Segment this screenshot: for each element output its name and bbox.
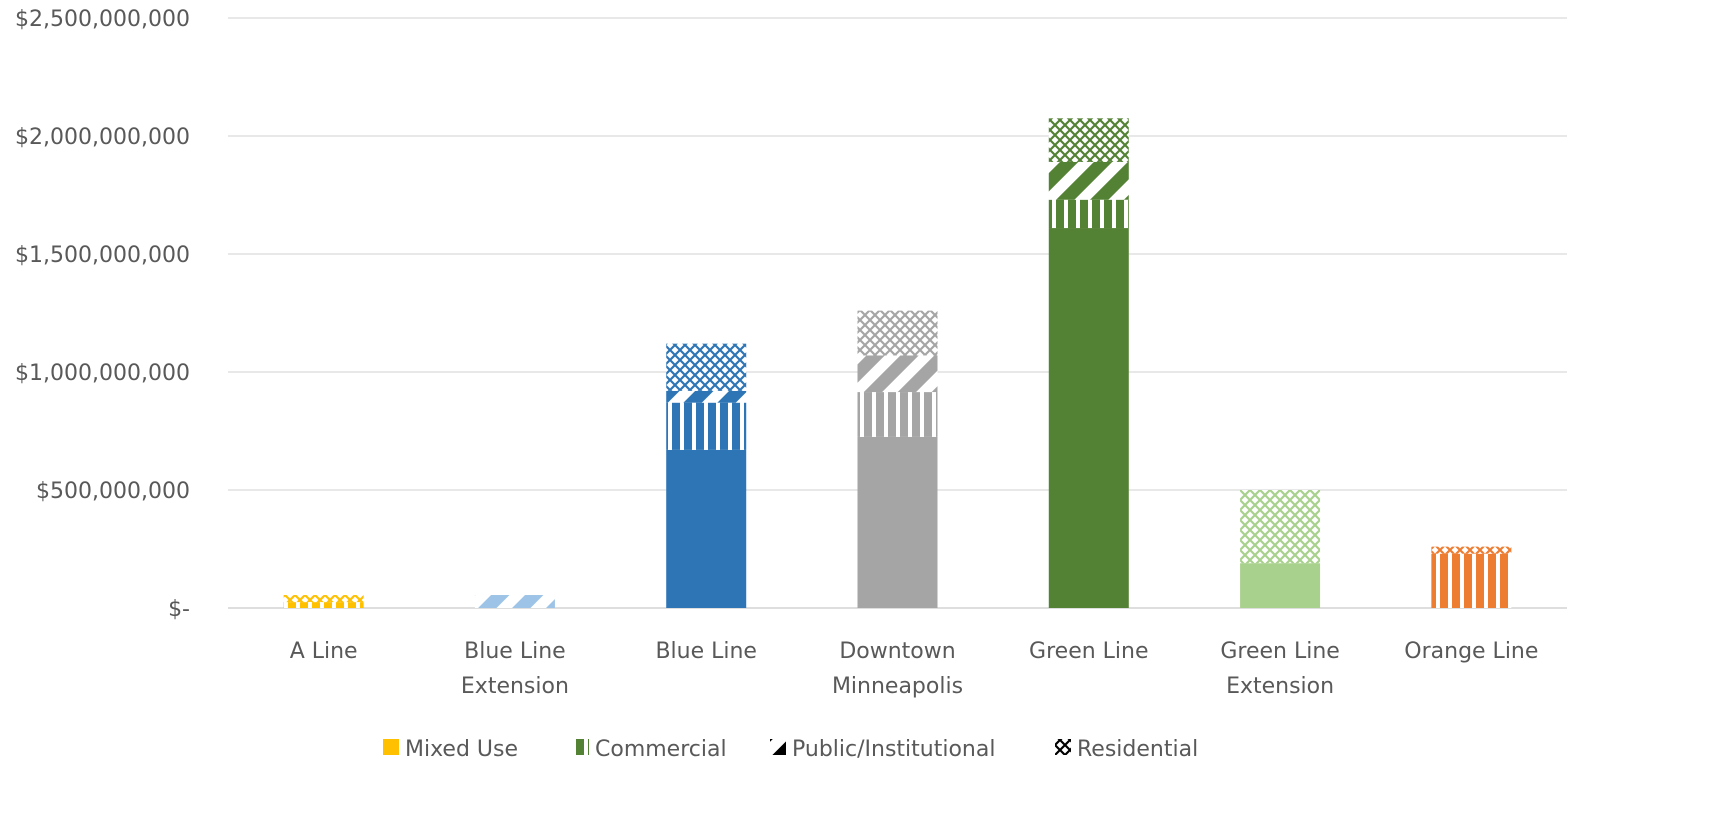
legend-item-mixed-use: Mixed Use bbox=[383, 737, 518, 762]
legend: Mixed Use Commercial Public/Institutional R… bbox=[383, 737, 1198, 762]
x-tick-label: Green Line bbox=[1220, 639, 1339, 664]
bar-segment-blue-line-mixed-use bbox=[666, 449, 747, 608]
bar-segment-a-line-residential bbox=[283, 595, 364, 603]
y-tick-label: $2,500,000,000 bbox=[15, 7, 190, 32]
legend-swatch bbox=[770, 739, 786, 755]
x-tick-label: Blue Line bbox=[464, 639, 566, 664]
bar-segment-green-line-public-institutional bbox=[1048, 161, 1129, 200]
bar-segment-blue-line-residential bbox=[666, 343, 747, 391]
bars bbox=[283, 118, 1512, 609]
bar-segment-downtown-minneapolis-mixed-use bbox=[857, 436, 938, 608]
bar-segment-green-line-commercial bbox=[1048, 199, 1129, 229]
y-tick-label: $- bbox=[168, 597, 190, 622]
x-tick-label: Extension bbox=[461, 674, 569, 699]
y-tick-label: $2,000,000,000 bbox=[15, 125, 190, 150]
x-tick-label: Orange Line bbox=[1404, 639, 1538, 664]
legend-swatch bbox=[383, 739, 399, 755]
y-tick-label: $500,000,000 bbox=[36, 479, 190, 504]
bar-segment-blue-line-extension-public-institutional bbox=[474, 595, 555, 608]
legend-label: Mixed Use bbox=[405, 737, 518, 762]
bar-segment-orange-line-commercial bbox=[1431, 553, 1512, 608]
legend-label: Public/Institutional bbox=[792, 737, 995, 762]
bar-segment-orange-line-residential bbox=[1431, 546, 1512, 554]
x-tick-label: Green Line bbox=[1029, 639, 1148, 664]
bar-segment-blue-line-commercial bbox=[666, 402, 747, 450]
bar-segment-a-line-commercial bbox=[283, 602, 364, 608]
bar-segment-green-line-extension-residential bbox=[1240, 490, 1321, 564]
legend-swatch bbox=[573, 739, 589, 755]
x-tick-label: Blue Line bbox=[655, 639, 757, 664]
legend-item-commercial: Commercial bbox=[573, 737, 727, 762]
legend-swatch bbox=[1055, 739, 1071, 755]
y-tick-label: $1,500,000,000 bbox=[15, 243, 190, 268]
bar-segment-green-line-extension-mixed-use bbox=[1240, 563, 1321, 608]
legend-label: Residential bbox=[1077, 737, 1198, 762]
legend-item-public-institutional: Public/Institutional bbox=[770, 737, 995, 762]
legend-item-residential: Residential bbox=[1055, 737, 1198, 762]
bar-segment-downtown-minneapolis-residential bbox=[857, 310, 938, 356]
x-tick-label: A Line bbox=[290, 639, 358, 664]
bar-segment-downtown-minneapolis-public-institutional bbox=[857, 355, 938, 393]
bar-segment-blue-line-public-institutional bbox=[666, 390, 747, 403]
legend-label: Commercial bbox=[595, 737, 727, 762]
bar-segment-downtown-minneapolis-commercial bbox=[857, 392, 938, 437]
x-tick-label: Extension bbox=[1226, 674, 1334, 699]
y-axis-ticks: $2,500,000,000 $2,000,000,000 $1,500,000,0… bbox=[15, 7, 190, 622]
y-tick-label: $1,000,000,000 bbox=[15, 361, 190, 386]
x-tick-label: Downtown bbox=[839, 639, 955, 664]
bar-segment-green-line-residential bbox=[1048, 118, 1129, 162]
x-axis-ticks: A Line Blue Line Extension Blue Line Downtow… bbox=[290, 639, 1539, 699]
x-tick-label: Minneapolis bbox=[832, 674, 963, 699]
bar-segment-green-line-mixed-use bbox=[1048, 228, 1129, 609]
